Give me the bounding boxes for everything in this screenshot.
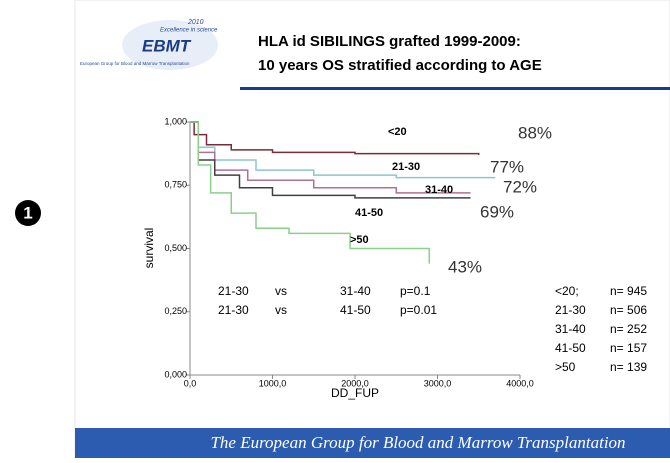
comparison: vs bbox=[275, 303, 287, 317]
count: n= 506 bbox=[610, 303, 647, 317]
x-tick-label: 1000,0 bbox=[259, 378, 287, 388]
comparison: p=0.01 bbox=[400, 303, 437, 317]
count: 21-30 bbox=[555, 303, 586, 317]
x-tick-label: 4000,0 bbox=[506, 378, 534, 388]
footer: The European Group for Blood and Marrow … bbox=[210, 433, 625, 452]
comparison: vs bbox=[275, 284, 287, 298]
x-tick-label: 2000,0 bbox=[341, 378, 369, 388]
survival-curve bbox=[190, 121, 430, 264]
count: n= 157 bbox=[610, 341, 647, 355]
logo-shape bbox=[122, 20, 218, 70]
footer-band bbox=[75, 428, 670, 458]
count: 41-50 bbox=[555, 341, 586, 355]
comparison: 21-30 bbox=[218, 303, 249, 317]
end-label: 77% bbox=[490, 157, 524, 176]
y-tick-label: 1,000 bbox=[164, 116, 187, 126]
header-rule bbox=[240, 87, 670, 90]
count: n= 252 bbox=[610, 322, 647, 336]
comparison: 31-40 bbox=[340, 284, 371, 298]
curve-label: 31-40 bbox=[425, 184, 453, 196]
end-label: 88% bbox=[518, 123, 552, 142]
title: 10 years OS stratified according to AGE bbox=[258, 57, 542, 74]
x-tick-label: 0,0 bbox=[184, 378, 197, 388]
y-tick-label: 0,250 bbox=[164, 306, 187, 316]
survival-curve bbox=[190, 121, 480, 155]
x-tick-label: 3000,0 bbox=[424, 378, 452, 388]
comparison: 41-50 bbox=[340, 303, 371, 317]
count: n= 139 bbox=[610, 360, 647, 374]
curve-label: <20 bbox=[388, 126, 407, 138]
count: 31-40 bbox=[555, 322, 586, 336]
comparison: p=0.1 bbox=[400, 284, 431, 298]
badge: 1 bbox=[23, 203, 32, 222]
y-tick-label: 0,750 bbox=[164, 180, 187, 190]
badge-circle bbox=[15, 200, 41, 226]
curve-label: >50 bbox=[350, 234, 369, 246]
count: >50 bbox=[555, 360, 576, 374]
end-label: 43% bbox=[448, 257, 482, 276]
count: n= 945 bbox=[610, 284, 647, 298]
y-axis-label: survival bbox=[142, 228, 156, 269]
y-tick-label: 0,000 bbox=[164, 369, 187, 379]
count: <20; bbox=[555, 284, 579, 298]
title: HLA id SIBILINGS grafted 1999-2009: bbox=[258, 33, 521, 50]
x-axis-label: DD_FUP bbox=[331, 386, 379, 400]
logo-year: 2010 bbox=[187, 19, 204, 26]
logo-name: EBMT bbox=[142, 36, 192, 55]
comparison: 21-30 bbox=[218, 284, 249, 298]
curve-label: 21-30 bbox=[392, 161, 420, 173]
end-label: 72% bbox=[503, 177, 537, 196]
end-label: 69% bbox=[480, 202, 514, 221]
y-tick-label: 0,500 bbox=[164, 243, 187, 253]
logo-tagline: Excellence in science bbox=[160, 28, 218, 34]
logo-subtitle: European Group for Blood and Marrow Tran… bbox=[80, 61, 190, 66]
curve-label: 41-50 bbox=[355, 207, 383, 219]
